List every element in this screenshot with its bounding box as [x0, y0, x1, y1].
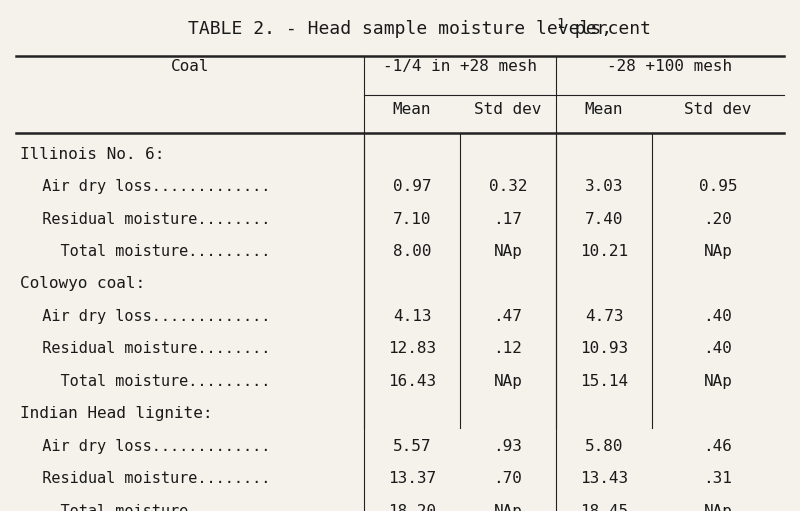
Text: Residual moisture........: Residual moisture........	[24, 212, 270, 226]
Text: 1: 1	[556, 17, 564, 31]
Text: 0.97: 0.97	[393, 179, 431, 194]
Text: .31: .31	[703, 471, 733, 486]
Text: Mean: Mean	[393, 102, 431, 117]
Text: 18.20: 18.20	[388, 504, 436, 511]
Text: -28 +100 mesh: -28 +100 mesh	[607, 59, 733, 74]
Text: NAp: NAp	[494, 244, 522, 259]
Text: 13.37: 13.37	[388, 471, 436, 486]
Text: -1/4 in +28 mesh: -1/4 in +28 mesh	[383, 59, 537, 74]
Text: Residual moisture........: Residual moisture........	[24, 341, 270, 356]
Text: Std dev: Std dev	[474, 102, 542, 117]
Text: .17: .17	[494, 212, 522, 226]
Text: Total moisture.........: Total moisture.........	[24, 244, 270, 259]
Text: 15.14: 15.14	[580, 374, 628, 389]
Text: NAp: NAp	[703, 244, 733, 259]
Text: .93: .93	[494, 439, 522, 454]
Text: NAp: NAp	[494, 504, 522, 511]
Text: Air dry loss.............: Air dry loss.............	[24, 309, 270, 324]
Text: TABLE 2. - Head sample moisture levels,: TABLE 2. - Head sample moisture levels,	[188, 20, 612, 38]
Text: 4.13: 4.13	[393, 309, 431, 324]
Text: .70: .70	[494, 471, 522, 486]
Text: Air dry loss.............: Air dry loss.............	[24, 439, 270, 454]
Text: 16.43: 16.43	[388, 374, 436, 389]
Text: 5.80: 5.80	[585, 439, 623, 454]
Text: Total moisture.........: Total moisture.........	[24, 504, 270, 511]
Text: percent: percent	[564, 20, 651, 38]
Text: Air dry loss.............: Air dry loss.............	[24, 179, 270, 194]
Text: Coal: Coal	[170, 59, 210, 74]
Text: Total moisture.........: Total moisture.........	[24, 374, 270, 389]
Text: NAp: NAp	[494, 374, 522, 389]
Text: Indian Head lignite:: Indian Head lignite:	[20, 406, 213, 421]
Text: 7.40: 7.40	[585, 212, 623, 226]
Text: Std dev: Std dev	[684, 102, 752, 117]
Text: 10.21: 10.21	[580, 244, 628, 259]
Text: 4.73: 4.73	[585, 309, 623, 324]
Text: 7.10: 7.10	[393, 212, 431, 226]
Text: Mean: Mean	[585, 102, 623, 117]
Text: Illinois No. 6:: Illinois No. 6:	[20, 147, 164, 161]
Text: 10.93: 10.93	[580, 341, 628, 356]
Text: 12.83: 12.83	[388, 341, 436, 356]
Text: .40: .40	[703, 309, 733, 324]
Text: NAp: NAp	[703, 504, 733, 511]
Text: 8.00: 8.00	[393, 244, 431, 259]
Text: Colowyo coal:: Colowyo coal:	[20, 276, 145, 291]
Text: 3.03: 3.03	[585, 179, 623, 194]
Text: 18.45: 18.45	[580, 504, 628, 511]
Text: Residual moisture........: Residual moisture........	[24, 471, 270, 486]
Text: .12: .12	[494, 341, 522, 356]
Text: 5.57: 5.57	[393, 439, 431, 454]
Text: .20: .20	[703, 212, 733, 226]
Text: .46: .46	[703, 439, 733, 454]
Text: 0.95: 0.95	[698, 179, 738, 194]
Text: .40: .40	[703, 341, 733, 356]
Text: .47: .47	[494, 309, 522, 324]
Text: NAp: NAp	[703, 374, 733, 389]
Text: 0.32: 0.32	[489, 179, 527, 194]
Text: 13.43: 13.43	[580, 471, 628, 486]
